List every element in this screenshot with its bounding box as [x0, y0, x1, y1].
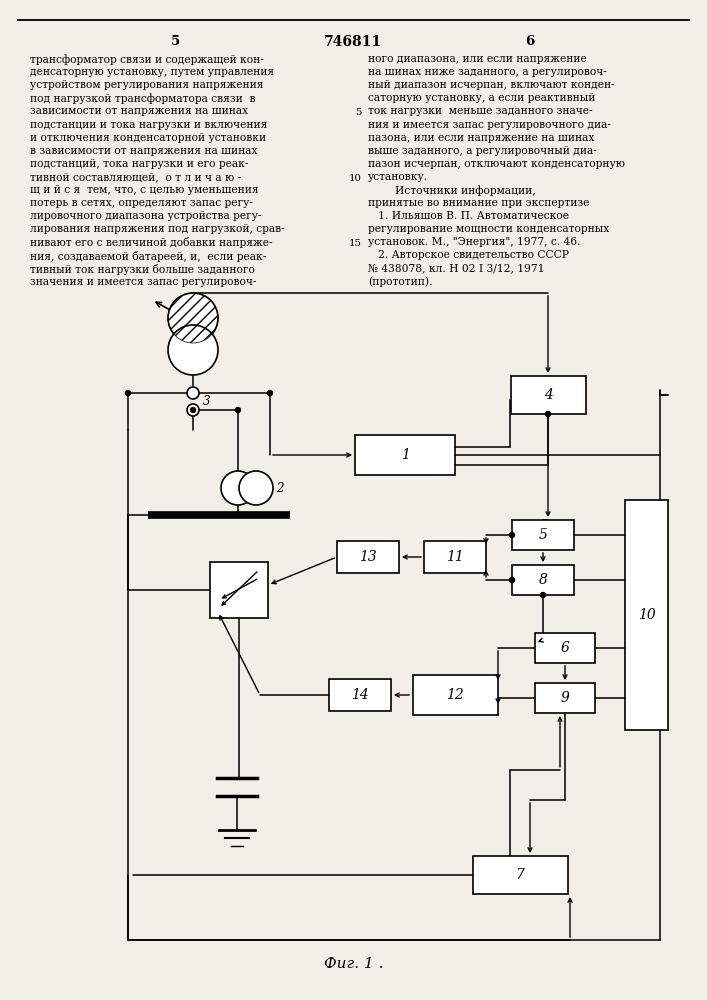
Text: значения и имеется запас регулировоч-: значения и имеется запас регулировоч-	[30, 277, 257, 287]
Text: 10: 10	[638, 608, 655, 622]
Text: пазон исчерпан, отключают конденсаторную: пазон исчерпан, отключают конденсаторную	[368, 159, 625, 169]
Circle shape	[546, 412, 551, 416]
Bar	[510, 376, 585, 414]
Text: 3: 3	[203, 395, 211, 408]
Text: подстанций, тока нагрузки и его реак-: подстанций, тока нагрузки и его реак-	[30, 159, 248, 169]
Text: Источники информации,: Источники информации,	[368, 185, 536, 196]
Text: ток нагрузки  меньше заданного значе-: ток нагрузки меньше заданного значе-	[368, 106, 592, 116]
Bar	[535, 683, 595, 713]
Text: устройством регулирования напряжения: устройством регулирования напряжения	[30, 80, 264, 90]
Text: на шинах ниже заданного, а регулировоч-: на шинах ниже заданного, а регулировоч-	[368, 67, 607, 77]
Text: 14: 14	[351, 688, 369, 702]
Text: трансформатор связи и содержащей кон-: трансформатор связи и содержащей кон-	[30, 54, 264, 65]
Text: 5: 5	[356, 108, 362, 117]
Circle shape	[168, 325, 218, 375]
Bar	[329, 679, 391, 711]
Text: 9: 9	[561, 691, 569, 705]
Text: 13: 13	[359, 550, 377, 564]
Text: ного диапазона, или если напряжение: ного диапазона, или если напряжение	[368, 54, 587, 64]
Bar	[210, 562, 268, 618]
Bar	[355, 435, 455, 475]
Text: 8: 8	[539, 573, 547, 587]
Text: (прототип).: (прототип).	[368, 277, 433, 287]
Text: установку.: установку.	[368, 172, 428, 182]
Circle shape	[168, 293, 218, 343]
Text: денсаторную установку, путем управления: денсаторную установку, путем управления	[30, 67, 274, 77]
Text: подстанции и тока нагрузки и включения: подстанции и тока нагрузки и включения	[30, 119, 267, 129]
Text: потерь в сетях, определяют запас регу-: потерь в сетях, определяют запас регу-	[30, 198, 253, 208]
Text: 10: 10	[349, 174, 362, 183]
Bar	[512, 520, 574, 550]
Bar	[424, 541, 486, 573]
Bar	[535, 633, 595, 663]
Text: лирования напряжения под нагрузкой, срав-: лирования напряжения под нагрузкой, срав…	[30, 224, 285, 234]
Text: 5: 5	[170, 35, 180, 48]
Text: 7: 7	[515, 868, 525, 882]
Text: 12: 12	[446, 688, 464, 702]
Circle shape	[187, 404, 199, 416]
Text: в зависимости от напряжения на шинах: в зависимости от напряжения на шинах	[30, 146, 257, 156]
Text: выше заданного, а регулировочный диа-: выше заданного, а регулировочный диа-	[368, 146, 597, 156]
Text: 6: 6	[525, 35, 534, 48]
Text: принятые во внимание при экспертизе: принятые во внимание при экспертизе	[368, 198, 590, 208]
Text: 2. Авторское свидетельство СССР: 2. Авторское свидетельство СССР	[368, 250, 569, 260]
Text: ния, создаваемой батареей, и,  если реак-: ния, создаваемой батареей, и, если реак-	[30, 250, 267, 261]
Circle shape	[126, 390, 131, 395]
Circle shape	[239, 471, 273, 505]
Bar	[337, 541, 399, 573]
Text: пазона, или если напряжение на шинах: пазона, или если напряжение на шинах	[368, 133, 595, 143]
Text: ния и имеется запас регулировочного диа-: ния и имеется запас регулировочного диа-	[368, 119, 611, 129]
Text: тивной составляющей,  о т л и ч а ю -: тивной составляющей, о т л и ч а ю -	[30, 172, 241, 182]
Text: 4: 4	[544, 388, 552, 402]
Text: щ и й с я  тем, что, с целью уменьшения: щ и й с я тем, что, с целью уменьшения	[30, 185, 259, 195]
Bar	[512, 565, 574, 595]
Text: регулирование мощности конденсаторных: регулирование мощности конденсаторных	[368, 224, 609, 234]
Text: Фиг. 1 .: Фиг. 1 .	[324, 957, 383, 971]
Text: тивный ток нагрузки больше заданного: тивный ток нагрузки больше заданного	[30, 264, 255, 275]
Text: 11: 11	[446, 550, 464, 564]
Text: 6: 6	[561, 641, 569, 655]
Text: и отключения конденсаторной установки: и отключения конденсаторной установки	[30, 133, 266, 143]
Text: 5: 5	[539, 528, 547, 542]
Circle shape	[221, 471, 255, 505]
Bar	[625, 500, 668, 730]
Text: 15: 15	[349, 239, 362, 248]
Circle shape	[540, 592, 546, 597]
Circle shape	[190, 408, 196, 412]
Text: 746811: 746811	[324, 35, 382, 49]
Circle shape	[187, 387, 199, 399]
Text: ный диапазон исчерпан, включают конден-: ный диапазон исчерпан, включают конден-	[368, 80, 615, 90]
Text: нивают его с величиной добавки напряже-: нивают его с величиной добавки напряже-	[30, 237, 273, 248]
Text: установок. М., "Энергия", 1977, с. 46.: установок. М., "Энергия", 1977, с. 46.	[368, 237, 580, 247]
Text: зависимости от напряжения на шинах: зависимости от напряжения на шинах	[30, 106, 248, 116]
Text: лировочного диапазона устройства регу-: лировочного диапазона устройства регу-	[30, 211, 262, 221]
Bar	[472, 856, 568, 894]
Text: 2: 2	[276, 483, 284, 495]
Text: саторную установку, а если реактивный: саторную установку, а если реактивный	[368, 93, 595, 103]
Circle shape	[510, 532, 515, 538]
Text: 1: 1	[401, 448, 409, 462]
Circle shape	[510, 578, 515, 582]
Circle shape	[267, 390, 272, 395]
Circle shape	[235, 408, 240, 412]
Text: 1. Ильяшов В. П. Автоматическое: 1. Ильяшов В. П. Автоматическое	[368, 211, 569, 221]
Bar	[412, 675, 498, 715]
Text: № 438078, кл. Н 02 I 3/12, 1971: № 438078, кл. Н 02 I 3/12, 1971	[368, 264, 544, 274]
Text: под нагрузкой трансформатора связи  в: под нагрузкой трансформатора связи в	[30, 93, 255, 104]
